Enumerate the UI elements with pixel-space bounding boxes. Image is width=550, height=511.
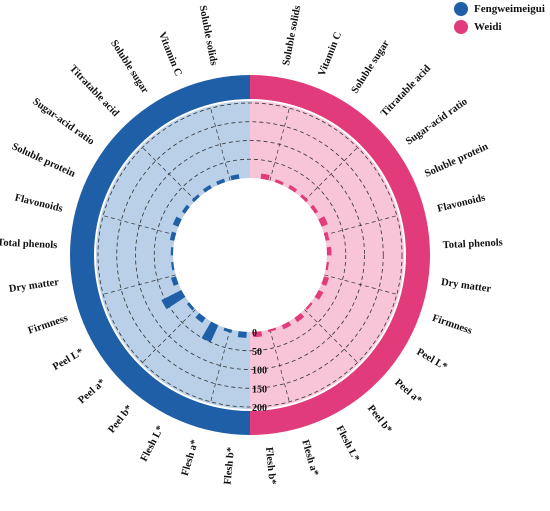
category-label-weidi-titratable-acid: Titratable acid: [379, 63, 433, 119]
bar-fengweimeigui-titratable-acid: [191, 194, 200, 203]
category-label-fengweimeigui-titratable-acid: Titratable acid: [67, 63, 121, 119]
grid-spoke: [142, 309, 196, 363]
legend-label-weidi: Weidi: [474, 21, 502, 33]
bar-fengweimeigui-soluble-sugar: [202, 184, 212, 193]
category-label-fengweimeigui-soluble-sugar: Soluble sugar: [108, 38, 150, 96]
bar-weidi-peel-b-star: [294, 312, 305, 323]
weidi-ring: [250, 75, 430, 435]
category-label-fengweimeigui-vitamin-c: Vitamin C: [156, 31, 184, 78]
category-label-fengweimeigui-peel-l-star: Peel L*: [51, 347, 86, 373]
bar-weidi-dry-matter: [325, 261, 329, 271]
legend-item-weidi: Weidi: [452, 18, 550, 36]
radial-tick-label: 50: [252, 347, 262, 358]
grid-spoke: [142, 147, 196, 201]
category-label-weidi-soluble-solids: Soluble solids: [281, 5, 303, 67]
category-label-fengweimeigui-flesh-b-star: Flesh b*: [223, 447, 238, 486]
center-hole: [174, 179, 326, 331]
bar-fengweimeigui-soluble-protein: [172, 216, 182, 227]
category-label-fengweimeigui-sugar-acid-ratio: Sugar-acid ratio: [30, 96, 96, 147]
grid-spoke: [103, 215, 176, 236]
bar-fengweimeigui-sugar-acid-ratio: [181, 204, 190, 214]
outer-grid-circle: [94, 99, 406, 411]
category-label-fengweimeigui-peel-b-star: Peel b*: [106, 403, 135, 435]
bar-fengweimeigui-dry-matter: [171, 261, 175, 271]
category-label-weidi-vitamin-c: Vitamin C: [317, 31, 345, 78]
grid-spoke: [210, 329, 231, 402]
bar-fengweimeigui-flesh-l-star: [201, 321, 219, 343]
bar-weidi-peel-l-star: [314, 289, 324, 300]
category-label-fengweimeigui-flavonoids: Flavonoids: [14, 193, 64, 215]
category-label-fengweimeigui-firmness: Firmness: [27, 313, 70, 337]
bar-fengweimeigui-peel-b-star: [195, 312, 206, 323]
bar-weidi-soluble-solids: [260, 173, 270, 181]
radial-tick-label: 200: [252, 403, 267, 414]
grid-spoke: [324, 274, 397, 295]
bar-fengweimeigui-flesh-b-star: [237, 331, 247, 338]
bar-weidi-soluble-sugar: [288, 184, 298, 193]
legend: Fengweimeigui Weidi: [452, 0, 550, 36]
radial-tick-label: 150: [252, 384, 267, 395]
category-label-weidi-sugar-acid-ratio: Sugar-acid ratio: [404, 96, 470, 147]
bar-fengweimeigui-vitamin-c: [216, 178, 226, 186]
category-label-weidi-soluble-protein: Soluble protein: [423, 141, 490, 179]
category-label-weidi-soluble-sugar: Soluble sugar: [350, 38, 392, 96]
bar-fengweimeigui-peel-l-star: [161, 289, 186, 310]
bar-weidi-vitamin-c: [274, 179, 284, 186]
category-label-fengweimeigui-peel-a-star: Peel a*: [76, 377, 107, 406]
radial-tick-label: 100: [252, 366, 267, 377]
bar-fengweimeigui-soluble-solids: [230, 174, 240, 181]
bar-weidi-flavonoids: [323, 231, 330, 241]
category-label-weidi-peel-l-star: Peel L*: [414, 347, 449, 373]
bar-weidi-total-phenols: [326, 246, 332, 256]
legend-swatch-fengweimeigui: [454, 2, 468, 16]
legend-swatch-weidi: [454, 20, 468, 34]
fengweimeigui-ring: [70, 75, 250, 435]
category-label-weidi-flavonoids: Flavonoids: [436, 193, 486, 215]
category-label-fengweimeigui-total-phenols: Total phenols: [0, 237, 57, 251]
bar-weidi-sugar-acid-ratio: [310, 204, 319, 214]
bar-fengweimeigui-flesh-a-star: [223, 327, 233, 333]
bar-weidi-flesh-b-star: [253, 331, 263, 338]
bar-fengweimeigui-peel-a-star: [186, 302, 195, 311]
grid-circle-100: [135, 140, 365, 370]
legend-item-fengweimeigui: Fengweimeigui: [452, 0, 550, 18]
grid-spoke: [304, 309, 358, 363]
category-label-fengweimeigui-soluble-protein: Soluble protein: [10, 141, 77, 179]
category-label-fengweimeigui-flesh-l-star: Flesh L*: [139, 424, 167, 464]
category-label-fengweimeigui-dry-matter: Dry matter: [8, 277, 60, 295]
grid-spoke: [269, 329, 290, 402]
category-label-weidi-dry-matter: Dry matter: [440, 277, 492, 295]
category-label-weidi-flesh-l-star: Flesh L*: [334, 424, 362, 464]
bar-weidi-flesh-a-star: [267, 327, 277, 333]
bar-fengweimeigui-firmness: [170, 276, 179, 286]
grid-spoke: [304, 147, 358, 201]
category-label-weidi-flesh-a-star: Flesh a*: [299, 439, 320, 478]
bar-weidi-flesh-l-star: [281, 321, 292, 330]
grid-circle-200: [97, 102, 403, 408]
category-label-fengweimeigui-flesh-a-star: Flesh a*: [180, 439, 201, 478]
grid-circle-150: [116, 121, 384, 389]
category-label-weidi-flesh-b-star: Flesh b*: [263, 447, 278, 486]
grid-circle-50: [153, 158, 347, 352]
bar-weidi-titratable-acid: [300, 194, 309, 203]
category-label-weidi-peel-b-star: Peel b*: [365, 403, 394, 435]
legend-label-fengweimeigui: Fengweimeigui: [474, 3, 545, 15]
bar-weidi-soluble-protein: [318, 216, 328, 227]
grid-spoke: [269, 108, 290, 181]
bar-fengweimeigui-total-phenols: [170, 247, 174, 256]
bar-fengweimeigui-flavonoids: [169, 231, 177, 241]
category-label-weidi-firmness: Firmness: [431, 313, 474, 337]
category-label-weidi-total-phenols: Total phenols: [443, 237, 503, 251]
grid-spoke: [324, 215, 397, 236]
category-label-fengweimeigui-soluble-solids: Soluble solids: [197, 5, 219, 67]
category-label-weidi-peel-a-star: Peel a*: [392, 377, 423, 406]
bar-weidi-peel-a-star: [305, 302, 313, 310]
bar-weidi-firmness: [321, 276, 330, 286]
radial-tick-label: 0: [252, 328, 257, 339]
grid-spoke: [210, 108, 231, 181]
grid-spoke: [103, 274, 176, 295]
